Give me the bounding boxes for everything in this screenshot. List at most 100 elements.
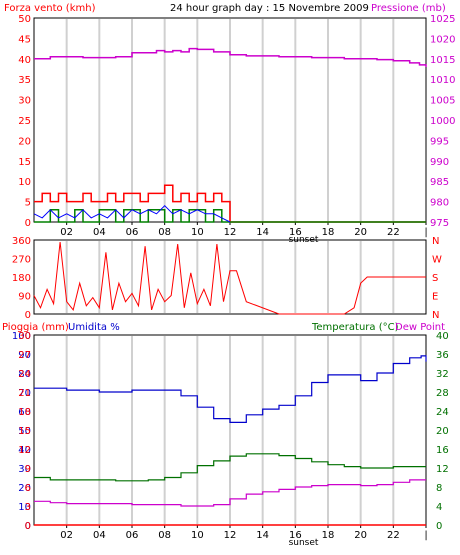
humidity-tick-label: 80 xyxy=(18,369,31,380)
x-tick-label: 14 xyxy=(256,530,269,541)
x-tick-label: 16 xyxy=(289,530,302,541)
rain-tick-label: 9 xyxy=(25,464,31,475)
x-tick-label: 18 xyxy=(322,227,335,238)
temperature-axis-title: Temperatura (°C) xyxy=(311,322,399,333)
rain-tick-label: 27 xyxy=(18,350,31,361)
pressure-tick-label: 980 xyxy=(430,198,449,209)
pressure-tick-label: 1005 xyxy=(430,96,455,107)
humidity-tick-label: 20 xyxy=(18,483,31,494)
rain-tick-label: 21 xyxy=(18,388,31,399)
temperature-tick-label: 4 xyxy=(436,502,442,513)
x-tick-label: 20 xyxy=(354,530,367,541)
direction-compass-tick-label: N xyxy=(432,236,439,247)
humidity-tick-label: 10 xyxy=(18,502,31,513)
humidity-tick-label: 100 xyxy=(12,331,31,342)
x-tick-label: 06 xyxy=(126,227,139,238)
x-tick-label: 08 xyxy=(158,530,171,541)
direction-compass-tick-label: W xyxy=(432,255,442,266)
x-tick-label: | xyxy=(424,530,427,541)
pressure-tick-label: 1020 xyxy=(430,34,455,45)
x-tick-label: 10 xyxy=(191,227,204,238)
pressure-tick-label: 1015 xyxy=(430,55,455,66)
x-tick-label: | xyxy=(424,227,427,238)
wind-speed-tick-label: 0 xyxy=(25,218,31,229)
x-tick-label: 02 xyxy=(60,227,73,238)
x-tick-label: 08 xyxy=(158,227,171,238)
rain-tick-label: 3 xyxy=(25,502,31,513)
direction-degree-tick-label: 90 xyxy=(18,292,31,303)
pressure-tick-label: 1010 xyxy=(430,75,455,86)
humidity-tick-label: 40 xyxy=(18,445,31,456)
temperature-tick-label: 16 xyxy=(436,445,449,456)
x-tick-label: 02 xyxy=(60,530,73,541)
sunset-label: sunset xyxy=(289,538,319,548)
x-tick-label: 16 xyxy=(289,227,302,238)
x-tick-label: 18 xyxy=(322,530,335,541)
direction-compass-tick-label: E xyxy=(432,292,438,303)
temperature-tick-label: 12 xyxy=(436,464,449,475)
pressure-tick-label: 995 xyxy=(430,136,449,147)
pressure-tick-label: 1000 xyxy=(430,116,455,127)
humidity-tick-label: 50 xyxy=(18,426,31,437)
rain-axis-title: Pioggia (mm) xyxy=(2,322,69,333)
temperature-line xyxy=(34,453,426,482)
x-tick-label: 22 xyxy=(387,227,400,238)
wind-speed-tick-label: 15 xyxy=(18,157,31,168)
wind-speed-tick-label: 45 xyxy=(18,34,31,45)
wind-average-line xyxy=(33,204,231,223)
wind-secondary-line xyxy=(34,209,426,223)
direction-degree-tick-label: 360 xyxy=(12,236,31,247)
wind-direction-line xyxy=(33,242,426,315)
pressure-tick-label: 990 xyxy=(430,157,449,168)
rain-tick-label: 15 xyxy=(18,426,31,437)
temperature-tick-label: 20 xyxy=(436,426,449,437)
rain-tick-label: 24 xyxy=(18,369,31,380)
rain-tick-label: 30 xyxy=(18,331,31,342)
rain-tick-label: 12 xyxy=(18,445,31,456)
humidity-line xyxy=(34,355,427,423)
temperature-tick-label: 28 xyxy=(436,388,449,399)
temperature-tick-label: 32 xyxy=(436,369,449,380)
dewpoint-line xyxy=(34,479,426,507)
x-tick-label: 06 xyxy=(126,530,139,541)
humidity-axis-title: Umidita % xyxy=(68,322,120,333)
humidity-tick-label: 90 xyxy=(18,350,31,361)
humidity-tick-label: 30 xyxy=(18,464,31,475)
wind-speed-tick-label: 40 xyxy=(18,55,31,66)
rain-tick-label: 18 xyxy=(18,407,31,418)
temperature-tick-label: 24 xyxy=(436,407,449,418)
wind-speed-axis-title: Forza vento (kmh) xyxy=(4,3,96,14)
wind-speed-tick-label: 30 xyxy=(18,96,31,107)
sunset-label: sunset xyxy=(289,235,319,245)
direction-degree-tick-label: 0 xyxy=(25,310,31,321)
wind-speed-tick-label: 10 xyxy=(18,177,31,188)
wind-speed-tick-label: 20 xyxy=(18,136,31,147)
pressure-tick-label: 985 xyxy=(430,177,449,188)
x-tick-label: 10 xyxy=(191,530,204,541)
direction-compass-tick-label: N xyxy=(432,310,439,321)
rain-tick-label: 0 xyxy=(25,521,31,532)
temperature-tick-label: 8 xyxy=(436,483,442,494)
wind-speed-tick-label: 5 xyxy=(25,198,31,209)
direction-compass-tick-label: S xyxy=(432,273,438,284)
direction-degree-tick-label: 270 xyxy=(12,255,31,266)
pressure-axis-title: Pressione (mb) xyxy=(371,3,446,14)
pressure-tick-label: 1025 xyxy=(430,14,455,25)
series-layer xyxy=(33,47,427,526)
pressure-line xyxy=(34,47,427,67)
wind-speed-tick-label: 50 xyxy=(18,14,31,25)
wind-speed-tick-label: 25 xyxy=(18,116,31,127)
wind-speed-tick-label: 35 xyxy=(18,75,31,86)
humidity-tick-label: 0 xyxy=(25,521,31,532)
x-tick-label: 20 xyxy=(354,227,367,238)
humidity-tick-label: 70 xyxy=(18,388,31,399)
humidity-tick-label: 60 xyxy=(18,407,31,418)
temperature-tick-label: 40 xyxy=(436,331,449,342)
graph-title: 24 hour graph day : 15 Novembre 2009 xyxy=(170,3,369,14)
temperature-tick-label: 36 xyxy=(436,350,449,361)
x-tick-label: 14 xyxy=(256,227,269,238)
rain-tick-label: 6 xyxy=(25,483,31,494)
direction-degree-tick-label: 180 xyxy=(12,273,31,284)
